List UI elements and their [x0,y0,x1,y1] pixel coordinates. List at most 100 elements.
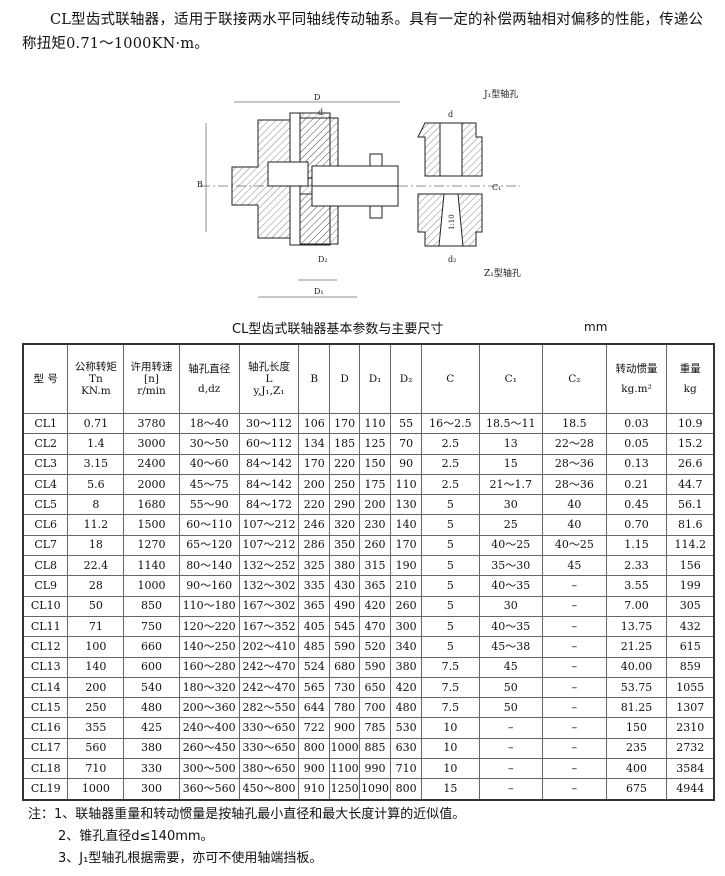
column-header-line: 公称转矩 [74,361,117,373]
table-cell: 8 [67,494,125,516]
table-row: CL15 250 480 200～360 282～550 644 780 700 480 7.5 5… [22,697,715,719]
table-cell: 5 [421,514,480,536]
table-cell: – [542,595,607,617]
table-cell: 380 [329,555,360,577]
table-cell: 325 [298,555,331,577]
table-cell: – [542,717,607,739]
table-cell: 50 [478,697,544,719]
table-cell: 84～142 [238,473,300,496]
table-cell: 132～252 [238,555,300,577]
table-cell: 175 [358,473,392,496]
table-cell: 2.5 [421,473,480,496]
table-cell: 220 [329,453,360,475]
column-header-line: D₂ [399,373,413,385]
table-cell: 114.2 [666,534,715,557]
table-cell: 0.71 [67,412,125,435]
table-cell: 140 [67,656,125,678]
column-header: D₂ [390,343,423,414]
model-cell: CL19 [22,778,69,801]
table-cell: 380 [390,656,423,678]
table-cell: 18.5 [542,412,607,435]
table-cell: 140 [390,514,423,536]
table-cell: 132～302 [238,575,300,597]
table-cell: – [542,676,607,699]
table-cell: 10.9 [666,412,715,435]
table-cell: 722 [298,717,331,739]
table-cell: 40 [542,494,607,516]
table-cell: 120～220 [178,615,240,638]
table-cell: 40.00 [605,656,668,678]
table-cell: 260～450 [178,737,240,760]
label-z1-bore: Z₁型轴孔 [484,267,521,279]
table-unit: mm [584,320,608,334]
table-cell: – [542,575,607,597]
table-cell: 30～50 [178,433,240,455]
table-cell: 405 [298,615,331,638]
table-cell: 590 [358,656,392,678]
table-cell: 859 [666,656,715,678]
label-D1: D₁ [314,287,324,296]
table-cell: 21.25 [605,636,668,658]
table-cell: 60～112 [238,433,300,455]
table-cell: 260 [358,534,392,557]
table-cell: 80～140 [178,555,240,577]
model-cell: CL9 [22,575,69,597]
table-row: CL7 18 1270 65～120 107～212 286 350 260 170 5 40～25… [22,534,715,557]
table-cell: 910 [298,778,331,801]
table-cell: 18 [67,534,125,557]
table-cell: 5.6 [67,473,125,496]
table-cell: 1.4 [67,433,125,455]
table-cell: 3.15 [67,453,125,475]
table-cell: 800 [390,778,423,801]
table-cell: 5 [421,636,480,658]
table-cell: 644 [298,697,331,719]
table-cell: 44.7 [666,473,715,496]
table-row: CL14 200 540 180～320 242～470 565 730 650 420 7.5 5… [22,676,715,699]
model-cell: CL13 [22,656,69,678]
column-header: D [329,343,360,414]
table-cell: 850 [123,595,180,617]
table-cell: 200～360 [178,697,240,719]
table-cell: 7.00 [605,595,668,617]
column-header: 型 号 [22,343,69,414]
label-dz: d₂ [448,255,456,264]
table-cell: 170 [298,453,331,475]
table-row: CL8 22.4 1140 80～140 132～252 325 380 315 190 5 35～… [22,555,715,577]
table-row: CL6 11.2 1500 60～110 107～212 246 320 230 140 5 25 4… [22,514,715,536]
table-cell: 71 [67,615,125,638]
table-cell: 675 [605,778,668,801]
table-row: CL19 1000 300 360～560 450～800 910 1250 1090 800 1… [22,778,715,801]
table-cell: 485 [298,636,331,658]
table-cell: 470 [358,615,392,638]
table-cell: 660 [123,636,180,658]
table-row: CL13 140 600 160～280 242～470 524 680 590 380 7.5 4… [22,656,715,678]
note-1: 注：1、联轴器重量和转动惯量是按轴孔最小直径和最大长度计算的近似值。 [28,807,466,822]
table-cell: 26.6 [666,453,715,475]
table-cell: 1000 [329,737,360,760]
table-cell: 3.55 [605,575,668,597]
table-cell: 590 [329,636,360,658]
table-cell: 40～35 [478,575,544,597]
column-header-line: 许用转速 [130,361,173,373]
model-cell: CL4 [22,473,69,496]
column-header: B [298,343,331,414]
label-d: d [318,108,323,117]
table-cell: 380～650 [238,758,300,780]
table-cell: 156 [666,555,715,577]
table-cell: 7.5 [421,656,480,678]
column-header-line: D₁ [368,373,382,385]
table-cell: 1307 [666,697,715,719]
table-cell: – [542,636,607,658]
j1-bore-view [417,122,483,177]
table-cell: 5 [421,595,480,617]
table-cell: 305 [666,595,715,617]
table-cell: 5 [421,575,480,597]
table-cell: 40～25 [478,534,544,557]
column-header-line: 重量 [679,363,701,375]
table-cell: 10 [421,717,480,739]
table-row: CL3 3.15 2400 40～60 84～142 170 220 150 90 2.5 15 28… [22,453,715,475]
model-cell: CL7 [22,534,69,557]
table-cell: 40～35 [478,615,544,638]
table-cell: 710 [390,758,423,780]
